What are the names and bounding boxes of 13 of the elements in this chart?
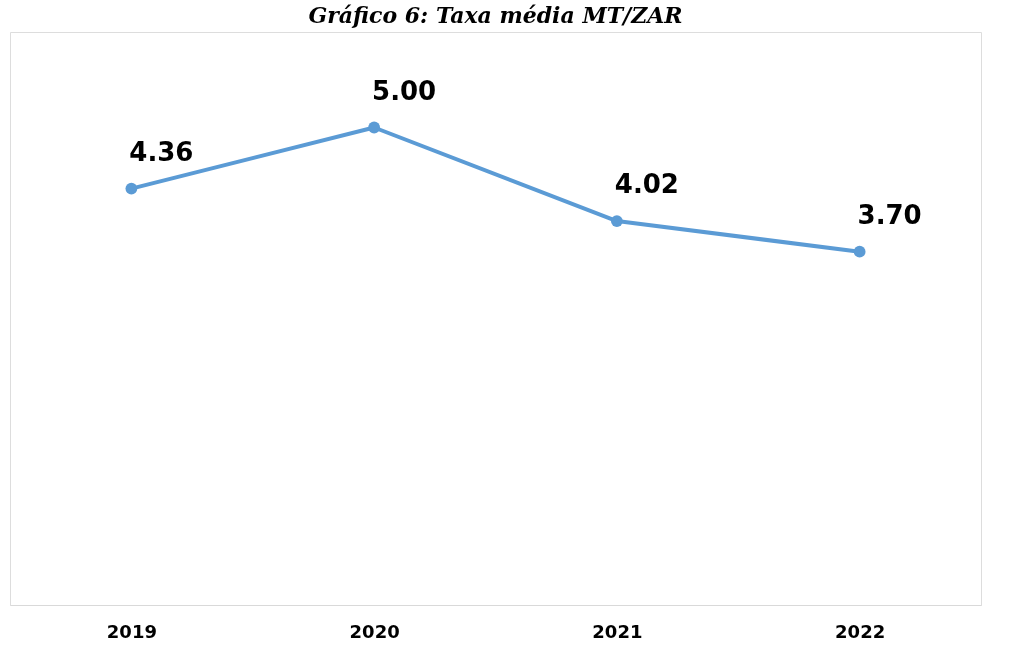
data-label: 3.70 [857,199,922,230]
data-label: 4.36 [129,136,194,167]
point [610,215,623,227]
point [853,245,866,258]
x-tick-label: 2022 [835,620,886,642]
point [125,182,138,195]
chart-title: Gráfico 6: Taxa média MT/ZAR [308,2,683,28]
x-tick-label: 2019 [106,620,157,642]
point [368,121,381,134]
data-label: 4.02 [614,169,679,200]
x-tick-label: 2020 [349,620,400,642]
data-label: 5.00 [372,75,437,106]
x-tick-label: 2021 [592,620,643,642]
